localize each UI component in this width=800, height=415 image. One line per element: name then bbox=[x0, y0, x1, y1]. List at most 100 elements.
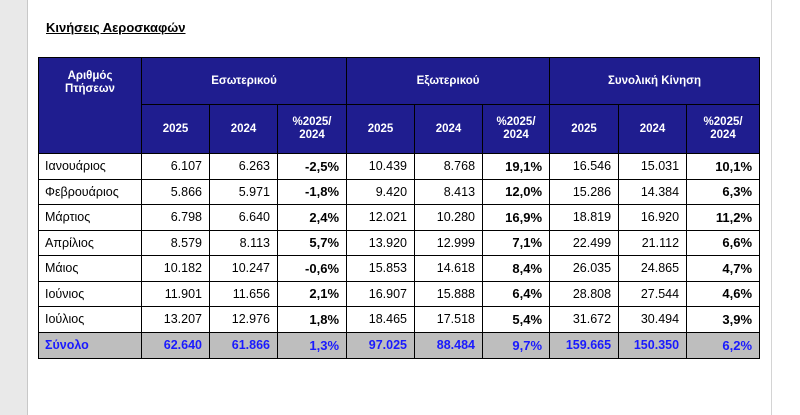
count-cell: 21.112 bbox=[618, 229, 688, 256]
count-cell: 10.280 bbox=[414, 204, 484, 231]
table-row: Μάιος 10.182 10.247 -0,6% 15.853 14.618 8,4% 26… bbox=[38, 255, 761, 282]
count-cell: 16.920 bbox=[618, 204, 688, 231]
percent-change-cell: 6,4% bbox=[482, 280, 551, 307]
percent-change-cell: 4,6% bbox=[686, 280, 761, 307]
count-cell: 150.350 bbox=[618, 331, 688, 359]
count-cell: 5.971 bbox=[209, 178, 278, 205]
count-cell: 16.907 bbox=[346, 280, 416, 307]
year-header-cell: %2025/ 2024 bbox=[482, 104, 551, 154]
percent-change-cell: 9,7% bbox=[482, 331, 551, 359]
percent-change-cell: 1,8% bbox=[276, 306, 348, 333]
count-cell: 15.853 bbox=[346, 255, 416, 282]
table-body: Ιανουάριος 6.107 6.263 -2,5% 10.439 8.768 19,1… bbox=[38, 153, 761, 359]
table-row: Ιανουάριος 6.107 6.263 -2,5% 10.439 8.768 19,1… bbox=[38, 153, 761, 180]
count-cell: 11.656 bbox=[209, 280, 278, 307]
viewer-left-margin bbox=[0, 0, 27, 415]
count-cell: 13.207 bbox=[141, 306, 210, 333]
count-cell: 88.484 bbox=[414, 331, 484, 359]
count-cell: 62.640 bbox=[141, 331, 210, 359]
viewer-left-border bbox=[27, 0, 28, 415]
percent-change-cell: 16,9% bbox=[482, 204, 551, 231]
count-cell: 15.286 bbox=[549, 178, 620, 205]
month-cell: Ιούλιος bbox=[38, 306, 142, 333]
percent-change-cell: 7,1% bbox=[482, 229, 551, 256]
count-cell: 8.113 bbox=[209, 229, 278, 256]
viewer-right-margin bbox=[772, 0, 800, 415]
percent-change-cell: 10,1% bbox=[686, 153, 761, 180]
corner-header-line-1: Αριθμός bbox=[67, 70, 113, 82]
month-cell: Ιανουάριος bbox=[38, 153, 142, 180]
count-cell: 6.263 bbox=[209, 153, 278, 180]
count-cell: 30.494 bbox=[618, 306, 688, 333]
group-header-total: Συνολική Κίνηση bbox=[549, 57, 761, 105]
count-cell: 12.999 bbox=[414, 229, 484, 256]
year-header-cell: %2025/ 2024 bbox=[686, 104, 761, 154]
percent-change-cell: 2,1% bbox=[276, 280, 348, 307]
table-row: Φεβρουάριος 5.866 5.971 -1,8% 9.420 8.413 12,0… bbox=[38, 178, 761, 205]
group-header-international: Εξωτερικού bbox=[346, 57, 551, 105]
percent-change-cell: -1,8% bbox=[276, 178, 348, 205]
percent-change-cell: 6,6% bbox=[686, 229, 761, 256]
table-row: Απρίλιος 8.579 8.113 5,7% 13.920 12.999 7,1% 22… bbox=[38, 229, 761, 256]
month-cell: Μάιος bbox=[38, 255, 142, 282]
percent-change-cell: 3,9% bbox=[686, 306, 761, 333]
percent-change-cell: 8,4% bbox=[482, 255, 551, 282]
count-cell: 10.182 bbox=[141, 255, 210, 282]
count-cell: 18.819 bbox=[549, 204, 620, 231]
group-header-row: Αριθμός Πτήσεων Εσωτερικού Εξωτερικού Συ… bbox=[38, 57, 761, 154]
count-cell: 8.413 bbox=[414, 178, 484, 205]
percent-change-cell: 5,7% bbox=[276, 229, 348, 256]
year-header-cell: 2025 bbox=[141, 104, 210, 154]
count-cell: 26.035 bbox=[549, 255, 620, 282]
count-cell: 6.107 bbox=[141, 153, 210, 180]
percent-change-cell: -2,5% bbox=[276, 153, 348, 180]
year-header-cell: 2024 bbox=[414, 104, 484, 154]
count-cell: 6.640 bbox=[209, 204, 278, 231]
percent-change-cell: 19,1% bbox=[482, 153, 551, 180]
total-row: Σύνολο 62.640 61.866 1,3% 97.025 88.484 9,7% 15… bbox=[38, 331, 761, 359]
year-header-cell: %2025/ 2024 bbox=[276, 104, 348, 154]
count-cell: 10.439 bbox=[346, 153, 416, 180]
year-header-cell: 2025 bbox=[346, 104, 416, 154]
total-label: Σύνολο bbox=[38, 331, 142, 359]
document-title: Κινήσεις Αεροσκαφών bbox=[46, 20, 186, 35]
count-cell: 11.901 bbox=[141, 280, 210, 307]
count-cell: 10.247 bbox=[209, 255, 278, 282]
count-cell: 22.499 bbox=[549, 229, 620, 256]
count-cell: 15.888 bbox=[414, 280, 484, 307]
count-cell: 13.920 bbox=[346, 229, 416, 256]
corner-header-line-2: Πτήσεων bbox=[65, 83, 115, 95]
percent-change-cell: 6,2% bbox=[686, 331, 761, 359]
percent-change-cell: 6,3% bbox=[686, 178, 761, 205]
count-cell: 8.768 bbox=[414, 153, 484, 180]
count-cell: 18.465 bbox=[346, 306, 416, 333]
percent-change-cell: 4,7% bbox=[686, 255, 761, 282]
aircraft-movements-table: Αριθμός Πτήσεων Εσωτερικού Εξωτερικού Συ… bbox=[38, 57, 761, 359]
count-cell: 97.025 bbox=[346, 331, 416, 359]
month-cell: Μάρτιος bbox=[38, 204, 142, 231]
count-cell: 31.672 bbox=[549, 306, 620, 333]
percent-change-cell: 2,4% bbox=[276, 204, 348, 231]
count-cell: 6.798 bbox=[141, 204, 210, 231]
viewer-right-border bbox=[771, 0, 772, 415]
count-cell: 16.546 bbox=[549, 153, 620, 180]
month-cell: Φεβρουάριος bbox=[38, 178, 142, 205]
corner-header: Αριθμός Πτήσεων bbox=[38, 57, 142, 154]
group-header-domestic: Εσωτερικού bbox=[140, 57, 348, 105]
month-cell: Ιούνιος bbox=[38, 280, 142, 307]
percent-change-cell: 12,0% bbox=[482, 178, 551, 205]
count-cell: 12.021 bbox=[346, 204, 416, 231]
year-header-cell: 2024 bbox=[618, 104, 688, 154]
year-header-cell: 2024 bbox=[209, 104, 278, 154]
count-cell: 12.976 bbox=[209, 306, 278, 333]
count-cell: 24.865 bbox=[618, 255, 688, 282]
count-cell: 15.031 bbox=[618, 153, 688, 180]
count-cell: 5.866 bbox=[141, 178, 210, 205]
percent-change-cell: 11,2% bbox=[686, 204, 761, 231]
month-cell: Απρίλιος bbox=[38, 229, 142, 256]
year-header-row: 2025 2024 %2025/ 2024 2025 2024 %2025/ 2024 20… bbox=[38, 104, 761, 154]
table-row: Ιούνιος 11.901 11.656 2,1% 16.907 15.888 6,4% 2… bbox=[38, 280, 761, 307]
percent-change-cell: 5,4% bbox=[482, 306, 551, 333]
count-cell: 9.420 bbox=[346, 178, 416, 205]
count-cell: 61.866 bbox=[209, 331, 278, 359]
